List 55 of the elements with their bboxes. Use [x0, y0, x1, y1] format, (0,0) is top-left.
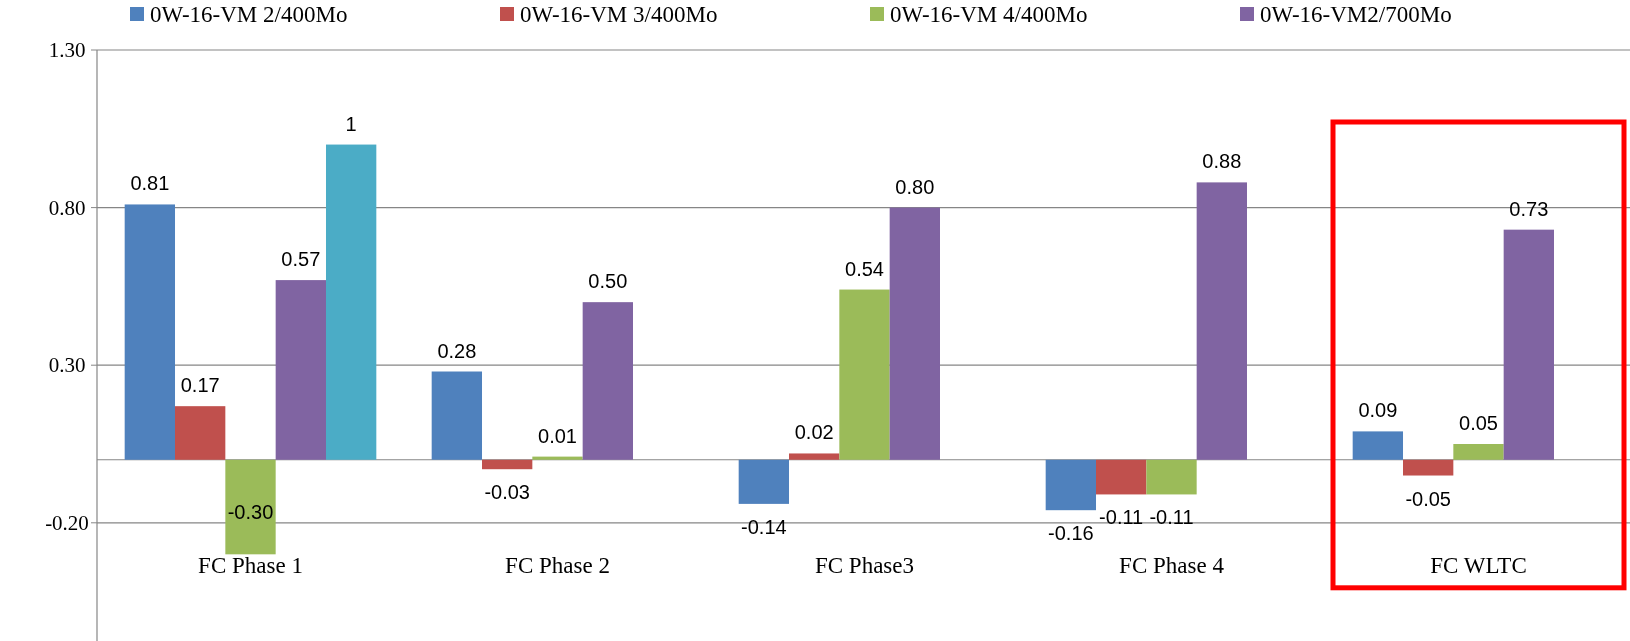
bar: [431, 371, 483, 460]
data-label: 0.50: [588, 270, 628, 293]
data-label: 0.01: [538, 424, 577, 447]
data-label: -0.30: [227, 501, 274, 524]
bar: [1045, 459, 1097, 511]
bar: [738, 459, 790, 504]
data-label: -0.03: [484, 481, 530, 504]
x-tick-label: FC WLTC: [1430, 552, 1527, 578]
bar: [275, 280, 326, 460]
legend-label: 0W-16-VM 4/400Mo: [890, 2, 1088, 27]
bar: [789, 453, 840, 460]
x-tick-label: FC Phase3: [814, 552, 915, 578]
data-label: 0.17: [180, 374, 220, 397]
bar: [325, 144, 377, 460]
y-tick-label: 0.80: [48, 195, 86, 220]
data-label: 0.88: [1202, 150, 1242, 173]
data-label: 1: [345, 112, 357, 135]
data-label: 0.05: [1459, 412, 1498, 434]
data-label: 0.28: [437, 339, 477, 362]
data-label: 0.73: [1509, 197, 1549, 220]
y-tick-label: -0.20: [45, 510, 89, 535]
x-tick-label: FC Phase 1: [198, 552, 303, 578]
bar: [1503, 229, 1554, 460]
bar: [124, 204, 176, 460]
bar: [1352, 431, 1404, 460]
bar: [532, 456, 583, 460]
data-label: -0.05: [1405, 487, 1451, 510]
data-label: 0.02: [794, 421, 834, 444]
legend-label: 0W-16-VM2/700Mo: [1260, 2, 1452, 27]
bar: [1096, 459, 1147, 495]
bar: [1146, 459, 1197, 495]
data-label: -0.11: [1149, 506, 1194, 529]
bar: [582, 302, 633, 460]
bar: [889, 207, 940, 460]
bar: [1453, 444, 1504, 460]
bar: [839, 289, 890, 460]
legend-label: 0W-16-VM 2/400Mo: [150, 2, 348, 27]
data-label: -0.14: [741, 515, 787, 538]
bar: [225, 459, 276, 555]
y-tick-label: 1.30: [48, 38, 86, 62]
bar: [1403, 459, 1454, 476]
bar: [175, 406, 226, 460]
bar: [1196, 182, 1247, 460]
data-label: 0.54: [845, 257, 884, 280]
data-label: -0.16: [1048, 522, 1094, 545]
data-label: 0.57: [281, 248, 321, 271]
data-label: -0.11: [1099, 506, 1144, 529]
x-tick-label: FC Phase 2: [505, 552, 610, 578]
data-label: 0.80: [895, 175, 935, 198]
y-tick-label: 0.30: [48, 353, 86, 378]
bar: [482, 459, 533, 470]
legend-label: 0W-16-VM 3/400Mo: [520, 2, 718, 27]
data-label: 0.09: [1358, 399, 1398, 422]
x-tick-label: FC Phase 4: [1119, 552, 1225, 578]
data-label: 0.81: [130, 172, 170, 195]
